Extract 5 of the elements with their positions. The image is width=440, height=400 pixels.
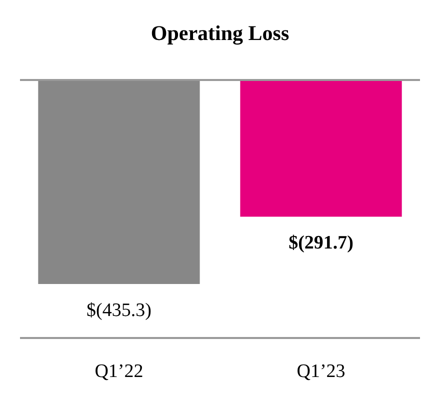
data-label: $(435.3): [86, 300, 152, 321]
data-label: $(291.7): [288, 232, 354, 254]
x-tick-label: Q1’23: [296, 361, 346, 382]
chart-title: Operating Loss: [150, 21, 290, 45]
x-tick-label: Q1’22: [94, 361, 144, 382]
